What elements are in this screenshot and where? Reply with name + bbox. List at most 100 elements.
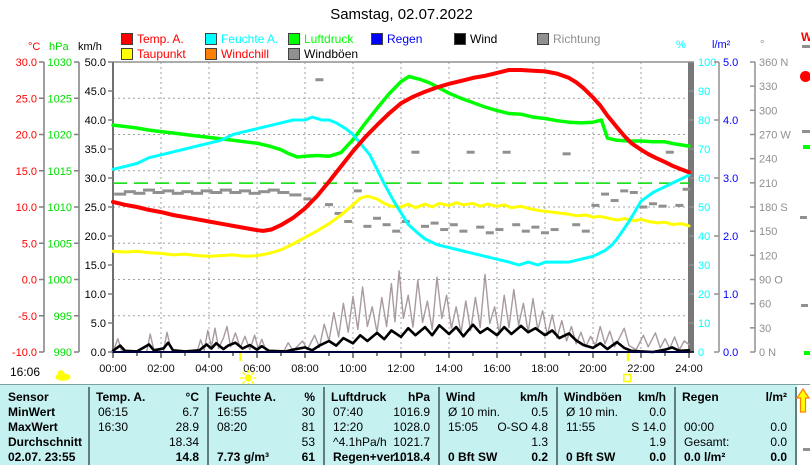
axis-tick-label: 30 [759,323,771,335]
column-header: Wind [446,390,476,404]
scroll-up-arrow-icon[interactable] [796,388,810,414]
cell-text: 16:55 [217,405,248,419]
cell-value: 1.9 [649,435,666,449]
legend-item-taupunkt[interactable]: Taupunkt [121,46,186,61]
axis-tick-label: 20 [698,289,710,301]
axis-tick-label: 5.0 [91,318,106,330]
sunrise-sun-icon [240,370,257,386]
cell-text: 06:15 [98,405,129,419]
cell-text: 11:55 [566,420,596,434]
cell-value: 0.5 [531,405,548,419]
column-header: Feuchte A. [215,390,276,404]
legend-item-windb-en[interactable]: Windböen [288,46,359,61]
row-label: 02.07. 23:55 [8,450,76,464]
series-wind [111,323,691,354]
cell-value: 61 [301,450,315,464]
axis-tick-label: 90 [698,86,710,98]
legend-item-feuchte-a-[interactable]: Feuchte A. [205,31,278,46]
axis-tick-label: 1015 [48,166,72,178]
axis-tick-label: 3.0 [723,173,738,185]
axis-tick-label: 15.0 [85,260,106,272]
axis-tick-label: 30.0 [85,173,106,185]
legend-color-swatch [537,32,549,45]
time-tick-label: 24:00 [675,363,703,375]
legend-item-label: Luftdruck [304,31,354,46]
cell-value: 1021.7 [393,435,430,449]
time-tick-label: 00:00 [99,363,127,375]
cell-value: 1016.9 [393,405,430,419]
legend-item-label: Taupunkt [137,46,186,61]
legend-item-wind[interactable]: Wind [454,31,497,46]
time-tick-label: 20:00 [579,363,607,375]
axis-tick-label: -5.0 [18,311,37,323]
legend-item-label: Regen [387,31,423,46]
axis-tick-label: 15.0 [16,166,37,178]
cell-text: 12:20 [333,420,364,434]
cell-text: 08:20 [217,420,248,434]
column-unit: % [304,390,315,404]
cell-value: 6.7 [182,405,199,419]
time-tick-label: 14:00 [435,363,463,375]
axis-tick-label: 5.0 [22,238,37,250]
legend-color-swatch [288,47,300,60]
table-column-divider [323,387,325,465]
clipped-green-mark [803,145,810,149]
cell-value: 18.34 [168,435,199,449]
legend-item-regen[interactable]: Regen [371,31,423,46]
cell-text: 7.73 g/m³ [217,450,270,464]
clipped-gray-mark [802,130,810,133]
legend-color-swatch [288,32,300,45]
sunrise-tick [239,353,242,361]
axis-tick-label: 10.0 [16,202,37,214]
legend-item-label: Windböen [304,46,359,61]
column-header: Regen [682,390,719,404]
axis-tick-label: 10 [698,318,710,330]
axis-tick-label: 30.0 [16,57,37,69]
column-header: Windböen [564,390,622,404]
series-taupunkt [111,194,691,258]
axis-tick-label: 360 N [759,57,788,69]
axis-tick-label: 20.0 [16,130,37,142]
axis-tick-label: 210 [759,178,777,190]
legend-item-label: Richtung [553,31,601,46]
column-unit: hPa [407,390,430,404]
axis-tick-label: -10.0 [12,347,37,359]
weather-state-icon [55,370,71,381]
cell-value: 30 [301,405,315,419]
axis-tick-label: 5.0 [723,57,738,69]
axis-tick-label: 180 S [759,202,788,214]
axis-unit-label: °C [28,41,40,53]
legend-item-temp-a-[interactable]: Temp. A. [121,31,184,46]
axis-tick-label: 60 [698,173,710,185]
row-label: MinWert [8,405,56,419]
cell-value: 0.0 [770,450,787,464]
axis-tick-label: 2.0 [723,231,738,243]
axis-unit-label: l/m² [712,39,731,51]
legend-item-label: Windchill [221,46,270,61]
legend-item-windchill[interactable]: Windchill [205,46,270,61]
cell-text: 0 Bft SW [448,450,498,464]
cell-text: 07:40 [333,405,364,419]
axis-tick-label: 100 [698,57,716,69]
cell-text: 0.0 l/m² [684,450,726,464]
axis-tick-label: 300 [759,105,777,117]
series-windb-en [112,270,690,353]
axis-tick-label: 120 [759,250,777,262]
axis-tick-label: 50.0 [85,57,106,69]
table-column-divider [438,387,440,465]
axis-unit-label: hPa [49,41,69,53]
table-column-divider [88,387,90,465]
clipped-gray-mark [801,304,808,307]
legend-item-richtung[interactable]: Richtung [537,31,601,46]
time-tick-label: 16:00 [483,363,511,375]
sunset-tick [626,353,630,361]
clipped-mark [803,448,810,451]
legend-color-swatch [371,32,383,45]
cell-value: 81 [301,420,315,434]
legend-item-luftdruck[interactable]: Luftdruck [288,31,354,46]
axis-tick-label: 1025 [48,93,72,105]
column-header: Luftdruck [331,390,387,404]
axis-tick-label: 25.0 [16,93,37,105]
axis-tick-label: 1030 [48,57,72,69]
